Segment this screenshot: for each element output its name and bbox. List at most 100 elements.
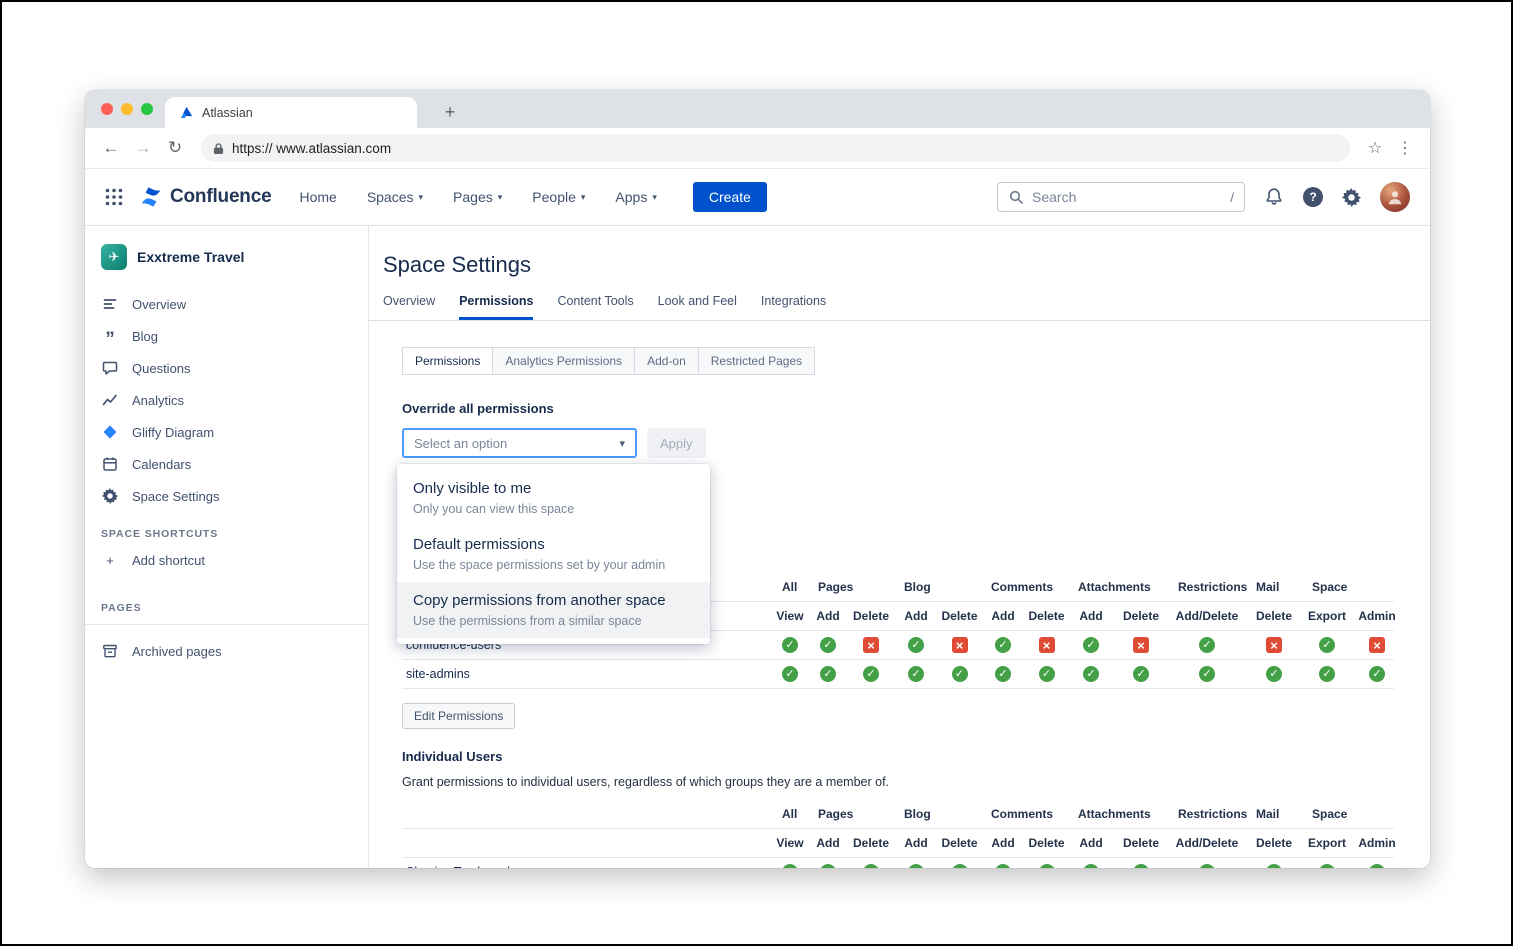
column-group-comments: Comments	[991, 807, 1054, 821]
permission-cell: ✓	[1068, 666, 1114, 682]
forward-button[interactable]: →	[134, 138, 152, 157]
sidebar-item-gliffy-diagram[interactable]: Gliffy Diagram	[85, 416, 368, 448]
dropdown-option-copy-permissions-from-another-space[interactable]: Copy permissions from another space Use t…	[397, 582, 710, 638]
add-shortcut-button[interactable]: + Add shortcut	[85, 544, 368, 576]
permission-cell: ✓	[1025, 666, 1068, 682]
permission-cell: ✓	[938, 666, 981, 682]
check-icon: ✓	[995, 666, 1011, 682]
sub-tab-restricted-pages[interactable]: Restricted Pages	[697, 347, 816, 375]
confluence-logo[interactable]: Confluence	[139, 185, 272, 209]
archived-pages-item[interactable]: Archived pages	[85, 635, 368, 667]
dropdown-option-only-visible-to-me[interactable]: Only visible to me Only you can view this…	[397, 470, 710, 526]
check-icon: ✓	[1319, 864, 1335, 868]
cross-icon: ×	[1133, 637, 1149, 653]
space-header[interactable]: ✈ Exxtreme Travel	[85, 244, 368, 270]
archived-pages-label: Archived pages	[132, 643, 222, 659]
permission-cell: ×	[848, 637, 894, 653]
check-icon: ✓	[820, 666, 836, 682]
reload-button[interactable]: ↻	[167, 138, 183, 157]
column-header-add: Add	[904, 609, 928, 623]
column-header-add: Add	[991, 609, 1015, 623]
nav-item-pages[interactable]: Pages ▾	[453, 189, 502, 205]
sidebar-item-analytics[interactable]: Analytics	[85, 384, 368, 416]
sub-tab-permissions[interactable]: Permissions	[402, 347, 494, 375]
create-button[interactable]: Create	[692, 182, 767, 212]
permission-cell: ✓	[1302, 864, 1352, 868]
header-actions: Search / ?	[997, 182, 1410, 212]
edit-permissions-button[interactable]: Edit Permissions	[402, 703, 516, 729]
search-input[interactable]: Search /	[997, 182, 1245, 212]
sidebar-item-calendars[interactable]: Calendars	[85, 448, 368, 480]
nav-item-people[interactable]: People ▾	[532, 189, 585, 205]
window-controls	[101, 103, 153, 115]
sidebar-item-space-settings[interactable]: Space Settings	[85, 480, 368, 512]
sub-tab-analytics-permissions[interactable]: Analytics Permissions	[492, 347, 636, 375]
bookmark-star-icon[interactable]: ☆	[1367, 140, 1383, 157]
override-dropdown: Only visible to me Only you can view this…	[397, 464, 710, 644]
check-icon: ✓	[995, 864, 1011, 868]
new-tab-button[interactable]: +	[444, 101, 456, 122]
pages-heading: PAGES	[101, 602, 142, 614]
sub-tab-add-on[interactable]: Add-on	[634, 347, 699, 375]
nav-item-spaces[interactable]: Spaces ▾	[367, 189, 423, 205]
back-button[interactable]: ←	[102, 138, 120, 157]
permission-cell: ✓	[894, 666, 938, 682]
table-group-header-row: All Pages Blog Comments Attachments Restricti…	[402, 800, 1394, 829]
nav-item-apps[interactable]: Apps ▾	[615, 189, 656, 205]
column-header-delete: Delete	[852, 609, 890, 623]
settings-tab-look-and-feel[interactable]: Look and Feel	[657, 294, 737, 308]
column-header-admin: Admin	[1358, 836, 1396, 850]
column-group-all: All	[782, 580, 798, 594]
search-shortcut-hint: /	[1230, 189, 1234, 205]
dropdown-option-description: Use the permissions from a similar space	[413, 614, 642, 628]
nav-item-label: Apps	[615, 189, 648, 205]
settings-tab-integrations[interactable]: Integrations	[760, 294, 827, 308]
check-icon: ✓	[908, 637, 924, 653]
check-icon: ✓	[1133, 666, 1149, 682]
zoom-button[interactable]	[141, 103, 153, 115]
override-select[interactable]: Select an option ▾	[402, 428, 637, 458]
browser-menu-icon[interactable]: ⋮	[1397, 140, 1413, 157]
check-icon: ✓	[1199, 637, 1215, 653]
settings-tab-content-tools[interactable]: Content Tools	[557, 294, 634, 308]
cross-icon: ×	[1266, 637, 1282, 653]
check-icon: ✓	[782, 666, 798, 682]
sidebar-item-blog[interactable]: ” Blog	[85, 320, 368, 352]
sidebar-nav: Overview ” Blog Questions Analytics Gliffy Di…	[85, 288, 368, 512]
add-shortcut-label: Add shortcut	[132, 552, 205, 568]
column-group-space: Space	[1312, 807, 1348, 821]
check-icon: ✓	[1083, 637, 1099, 653]
apply-button[interactable]: Apply	[647, 428, 706, 458]
nav-item-home[interactable]: Home	[299, 189, 336, 205]
settings-tab-permissions[interactable]: Permissions	[459, 294, 534, 320]
url-text: https:// www.atlassian.com	[232, 140, 392, 156]
table-row-shaziya-tambawala[interactable]: Shaziya Tambawala ✓ ✓ ✓ ✓ ✓ ✓ ✓ ✓ ✓ ✓ ✓ ✓ ✓	[402, 858, 1394, 868]
minimize-button[interactable]	[121, 103, 133, 115]
app-switcher-icon[interactable]	[105, 188, 123, 206]
permission-cell: ✓	[1246, 666, 1302, 682]
nav-item-label: People	[532, 189, 576, 205]
chevron-down-icon: ▾	[580, 191, 586, 202]
chevron-down-icon: ▾	[497, 191, 503, 202]
check-icon: ✓	[951, 864, 968, 868]
row-name: site-admins	[406, 667, 470, 681]
user-avatar[interactable]	[1380, 182, 1410, 212]
notifications-bell-icon[interactable]	[1264, 187, 1284, 207]
address-bar[interactable]: https:// www.atlassian.com	[201, 134, 1350, 162]
check-icon: ✓	[1369, 864, 1385, 868]
settings-tab-overview[interactable]: Overview	[383, 294, 436, 308]
column-group-all: All	[782, 807, 798, 821]
column-group-space: Space	[1312, 580, 1348, 594]
permission-cell: ✓	[772, 864, 808, 868]
table-row-site-admins[interactable]: site-admins ✓ ✓ ✓ ✓ ✓ ✓ ✓ ✓ ✓ ✓ ✓ ✓ ✓	[402, 660, 1394, 689]
permission-cell: ✓	[772, 666, 808, 682]
browser-tab[interactable]: Atlassian	[165, 97, 417, 128]
permission-cell: ✓	[1302, 637, 1352, 653]
sidebar-item-overview[interactable]: Overview	[85, 288, 368, 320]
sidebar-item-questions[interactable]: Questions	[85, 352, 368, 384]
dropdown-option-default-permissions[interactable]: Default permissions Use the space permiss…	[397, 526, 710, 582]
close-button[interactable]	[101, 103, 113, 115]
settings-gear-icon[interactable]	[1342, 187, 1361, 207]
column-header-delete: Delete	[941, 609, 978, 623]
help-icon[interactable]: ?	[1303, 187, 1323, 207]
